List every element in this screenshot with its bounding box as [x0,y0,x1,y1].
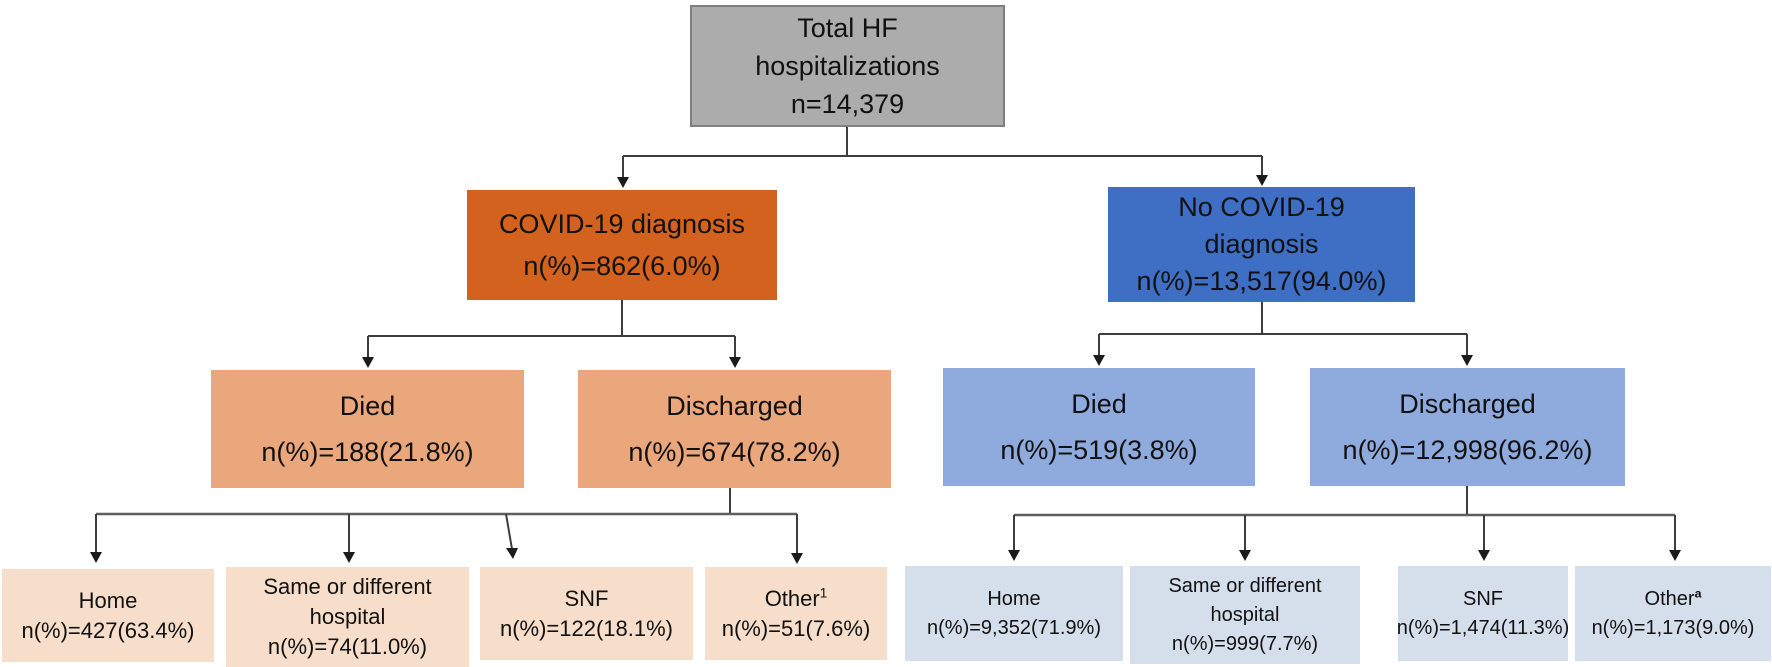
node-line: n(%)=9,352(71.9%) [927,616,1101,639]
node-nocovid-died: Died n(%)=519(3.8%) [943,368,1255,486]
arrowhead [617,177,629,188]
node-covid-same-or-different-hospital: Same or different hospital n(%)=74(11.0%… [226,567,469,667]
node-line: Died [1071,389,1127,419]
arrowhead [506,548,518,559]
node-nocovid-other: Othera n(%)=1,173(9.0%) [1575,566,1771,661]
arrowhead [791,553,803,564]
node-line: hospitalizations [755,51,940,81]
node-line: n(%)=74(11.0%) [267,634,428,659]
node-covid-home: Home n(%)=427(63.4%) [2,569,214,662]
node-no-covid-diagnosis: No COVID-19 diagnosis n(%)=13,517(94.0%) [1108,187,1415,302]
node-line: n(%)=188(21.8%) [261,437,474,467]
node-line: n(%)=999(7.7%) [1171,632,1319,655]
node-line: n(%)=862(6.0%) [523,251,721,281]
node-line: n(%)=12,998(96.2%) [1342,435,1593,465]
node-line: Home [78,587,138,613]
node-line: SNF [1463,587,1503,610]
node-covid-diagnosis: COVID-19 diagnosis n(%)=862(6.0%) [467,190,777,300]
node-covid-discharged: Discharged n(%)=674(78.2%) [578,370,891,488]
node-line: Other [764,585,820,611]
node-line: Discharged [666,391,803,421]
arrowhead [362,357,374,368]
arrowhead [1239,550,1251,561]
node-line: Same or different hospital [1168,574,1322,626]
connector-root-to-level2 [617,127,1268,188]
node-line: n(%)=122(18.1%) [499,615,674,641]
node-covid-other: Other1 n(%)=51(7.6%) [705,567,887,660]
node-line: SNF [564,585,609,611]
node-covid-died: Died n(%)=188(21.8%) [211,370,524,488]
node-line: Home [987,587,1041,610]
node-nocovid-same-or-different-hospital: Same or different hospital n(%)=999(7.7%… [1130,566,1360,664]
arrowhead [1256,175,1268,186]
arrowhead [1669,550,1681,561]
node-line: Total HF [797,13,898,43]
node-line: COVID-19 diagnosis [498,209,746,239]
node-covid-snf: SNF n(%)=122(18.1%) [480,567,693,660]
connector-covid-to-outcomes [362,300,741,368]
connector-covid-discharged-to-dispo [90,488,803,564]
connector-nocovid-discharged-to-dispo [1008,486,1681,561]
footnote-superscript: 1 [819,585,828,601]
node-line: n(%)=674(78.2%) [628,437,841,467]
node-line: n=14,379 [790,89,905,119]
node-nocovid-discharged: Discharged n(%)=12,998(96.2%) [1310,368,1625,486]
arrowhead [1008,550,1020,561]
arrowhead [1478,550,1490,561]
node-nocovid-snf: SNF n(%)=1,474(11.3%) [1397,566,1569,661]
arrowhead [1093,355,1105,366]
node-line: Died [339,391,396,421]
arrowhead [90,552,102,563]
node-line: n(%)=13,517(94.0%) [1136,266,1387,296]
node-line: n(%)=51(7.6%) [721,615,871,641]
arrowhead [1461,355,1473,366]
node-line: Other [1644,587,1695,610]
arrowhead [729,357,741,368]
node-total-hf-hospitalizations: Total HF hospitalizations n=14,379 [690,5,1005,127]
node-line: n(%)=519(3.8%) [1000,435,1198,465]
node-line: n(%)=1,173(9.0%) [1591,616,1755,639]
node-nocovid-home: Home n(%)=9,352(71.9%) [905,566,1123,661]
connector-nocovid-to-outcomes [1093,302,1473,366]
node-line: n(%)=1,474(11.3%) [1396,616,1570,639]
node-line: Other1 [759,584,834,614]
node-line: Othera [1639,585,1708,614]
footnote-superscript: a [1694,585,1702,600]
node-line: Same or different hospital [263,574,432,629]
node-line: Discharged [1399,389,1536,419]
node-line: No COVID-19 [1178,192,1345,222]
arrowhead [343,552,355,563]
node-line: n(%)=427(63.4%) [21,617,195,643]
node-line: diagnosis [1204,229,1319,259]
